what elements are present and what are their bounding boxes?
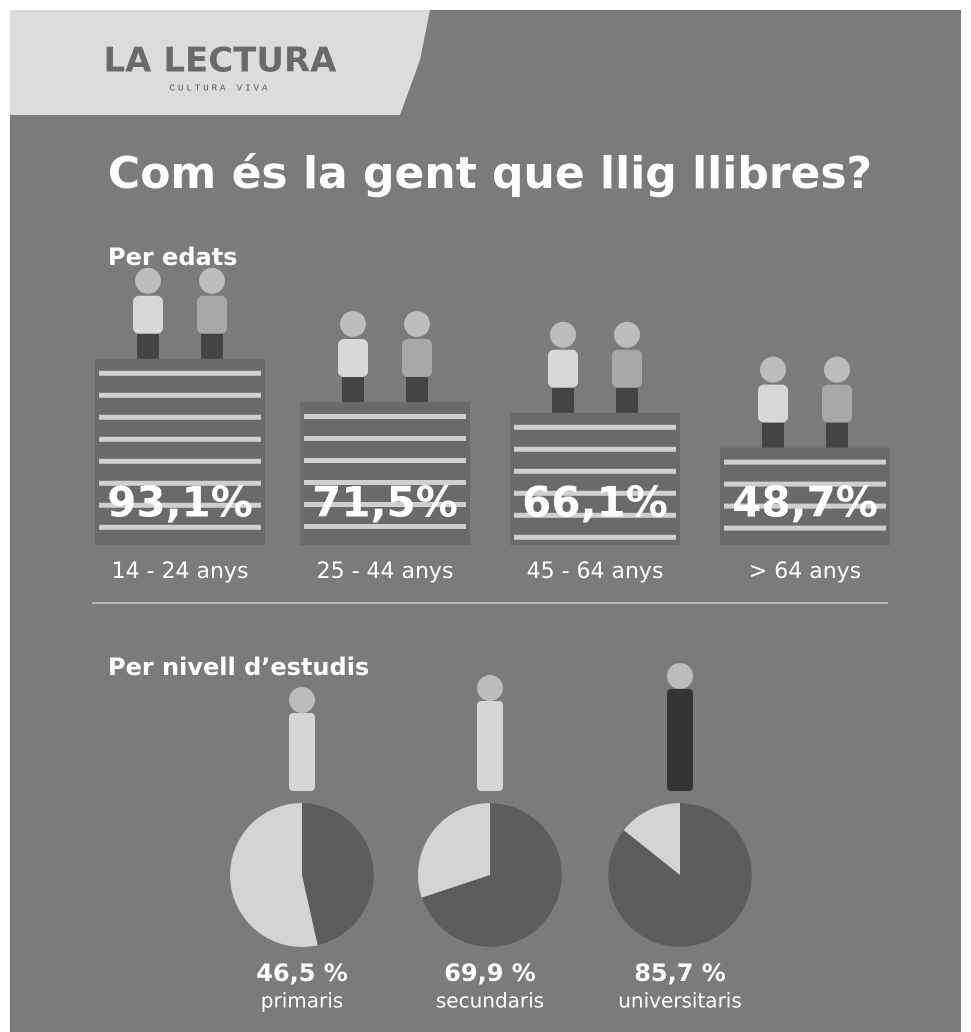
book-spine [304,458,466,463]
tagline: CULTURA VIVA [170,83,271,93]
person-head [824,357,850,383]
figure-head [667,663,693,689]
category-label: 45 - 64 anys [527,559,664,584]
section-title: Per nivell d’estudis [108,653,369,681]
book-spine [99,393,261,398]
category-label: universitaris [618,989,742,1013]
book-spine [99,415,261,420]
book-spine [514,469,676,474]
book-spine [514,447,676,452]
person-body [402,339,432,377]
section-title: Per edats [108,243,237,271]
book-spine [724,460,886,465]
value-label: 66,1% [522,478,668,527]
category-label: 14 - 24 anys [112,559,249,584]
figure-body [289,713,315,791]
figure-head [477,675,503,701]
person-legs [762,423,784,448]
person-legs [342,377,364,402]
person-body [612,350,642,388]
category-label: secundaris [436,989,544,1013]
figure-head [289,687,315,713]
page-title: Com és la gent que llig llibres? [108,148,872,199]
book-spine [304,414,466,419]
person-head [614,322,640,348]
book-spine [514,425,676,430]
book-spine [99,459,261,464]
figure-body [667,689,693,791]
person-legs [616,388,638,413]
person-body [338,339,368,377]
person-body [758,385,788,423]
brand: LA LECTURA [104,41,338,81]
figure-body [477,701,503,791]
person-head [760,357,786,383]
person-head [404,311,430,337]
person-body [548,350,578,388]
person-body [822,385,852,423]
value-label: 48,7% [732,478,878,527]
person-legs [552,388,574,413]
value-label: 69,9 % [444,959,536,987]
book-spine [514,535,676,540]
person-head [199,268,225,294]
person-head [550,322,576,348]
person-head [340,311,366,337]
value-label: 85,7 % [634,959,726,987]
category-label: > 64 anys [749,559,861,584]
person-legs [201,334,223,359]
infographic: LA LECTURA CULTURA VIVA Com és la gent q… [0,0,971,1032]
book-spine [99,371,261,376]
person-legs [137,334,159,359]
book-spine [304,436,466,441]
category-label: 25 - 44 anys [317,559,454,584]
person-body [133,296,163,334]
person-body [197,296,227,334]
person-head [135,268,161,294]
person-legs [406,377,428,402]
value-label: 71,5% [312,478,458,527]
category-label: primaris [261,989,343,1013]
book-spine [99,437,261,442]
person-legs [826,423,848,448]
value-label: 93,1% [107,478,253,527]
value-label: 46,5 % [256,959,348,987]
